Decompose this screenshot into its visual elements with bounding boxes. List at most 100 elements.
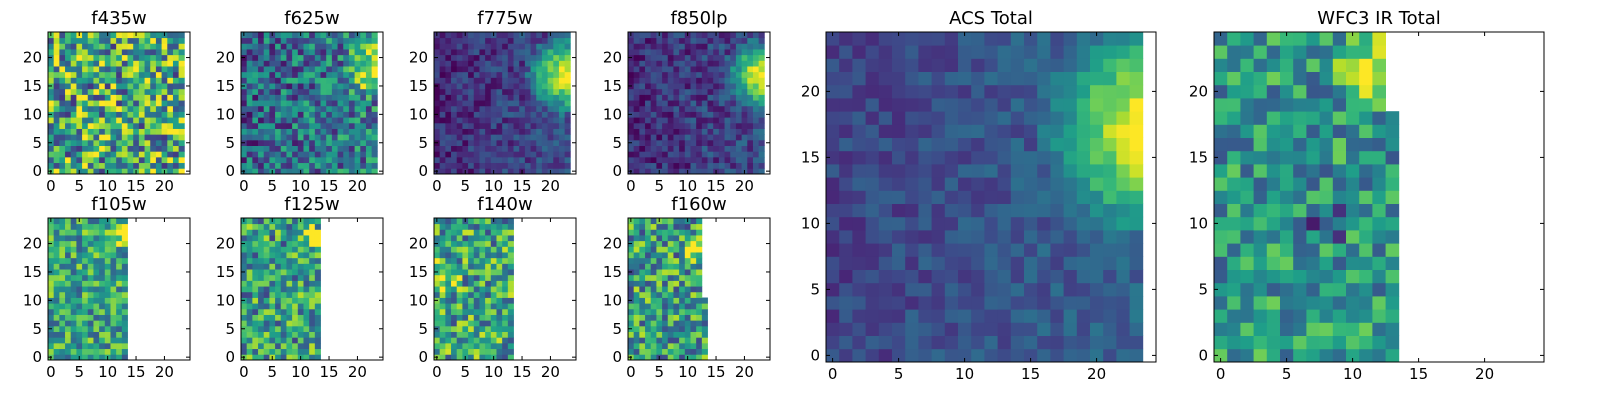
heatmap-cell [707,151,714,158]
heatmap-cell [507,240,514,247]
heatmap-cell [297,297,304,304]
heatmap-cell [1293,269,1307,284]
heatmap-cell [1332,335,1347,350]
heatmap-cell [1116,164,1130,178]
heatmap-cell [263,111,270,118]
heatmap-cell [155,122,162,129]
heatmap-cell [456,66,463,73]
heatmap-cell [53,134,60,141]
heatmap-cell [633,291,640,298]
heatmap-cell [53,280,60,287]
heatmap-cell [735,151,742,158]
heatmap-cell [93,314,100,321]
heatmap-cell [110,348,117,355]
heatmap-cell [1076,230,1091,244]
heatmap-cell [1024,32,1038,46]
heatmap-cell [320,151,327,158]
heatmap-cell [434,229,441,236]
heatmap-cell [99,49,106,56]
heatmap-cell [645,60,652,67]
heatmap-cell [70,280,77,287]
heatmap-cell [905,164,919,178]
heatmap-cell [701,297,708,304]
heatmap-cell [76,240,83,247]
heatmap-cell [155,162,162,169]
heatmap-cell [167,122,174,129]
heatmap-cell [76,235,83,242]
heatmap-cell [1253,243,1268,257]
heatmap-cell [724,37,731,44]
heatmap-cell [633,32,640,39]
heatmap-cell [269,303,276,310]
heatmap-cell [241,156,248,164]
heatmap-cell [473,240,480,247]
heatmap-cell [724,88,731,95]
heatmap-cell [258,151,265,158]
heatmap-cell [1076,137,1091,152]
heatmap-cell [76,60,83,67]
heatmap-cell [730,105,737,112]
heatmap-cell [1319,203,1334,218]
heatmap-cell [1063,243,1078,257]
heatmap-cell [479,297,486,304]
heatmap-cell [116,252,123,259]
heatmap-cell [944,296,959,310]
heatmap-cell [445,37,452,44]
heatmap-cell [314,105,321,112]
heatmap-cell [309,337,316,344]
heatmap-cell [696,139,703,146]
heatmap-cell [752,32,760,39]
heatmap-cell [246,83,253,90]
heatmap-cell [971,98,985,112]
heatmap-cell [439,145,446,152]
heatmap-cell [263,168,270,175]
heatmap-cell [292,122,299,129]
heatmap-cell [752,43,760,50]
heatmap-cell [252,88,259,95]
heatmap-cell [485,331,492,338]
heatmap-cell [730,60,737,67]
heatmap-cell [456,162,463,169]
heatmap-cell [1037,190,1051,204]
heatmap-cell [434,235,441,242]
heatmap-cell [547,43,554,50]
heatmap-cell [246,218,253,225]
heatmap-cell [479,128,486,135]
heatmap-cell [662,218,669,225]
heatmap-cell [684,235,691,242]
heatmap-cell [360,77,367,84]
heatmap-cell [263,229,270,236]
heatmap-cell [468,314,475,321]
heatmap-cell [1076,164,1091,178]
heatmap-cell [1116,269,1130,284]
heatmap-cell [724,49,731,56]
heatmap-cell [553,71,560,78]
heatmap-cell [59,252,66,259]
heatmap-cell [645,71,652,78]
heatmap-cell [696,88,703,95]
heatmap-cell [280,54,287,61]
heatmap-cell [931,137,946,152]
heatmap-cell [456,246,463,253]
heatmap-cell [76,342,83,350]
heatmap-cell [490,145,497,152]
heatmap-cell [852,84,866,99]
heatmap-cell [536,100,543,107]
heatmap-cell [905,137,919,152]
heatmap-cell [479,308,486,315]
heatmap-cell [252,145,259,152]
heatmap-cell [280,235,287,242]
heatmap-cell [456,240,463,247]
heatmap-cell [65,60,72,67]
heatmap-cell [730,111,737,118]
heatmap-cell [365,145,373,152]
heatmap-cell [1063,84,1078,99]
heatmap-cell [263,156,270,164]
heatmap-cell [679,223,686,230]
heatmap-cell [564,139,571,146]
y-tick-label: 10 [23,291,42,309]
heatmap-cell [1266,322,1281,336]
heatmap-cell [127,60,134,67]
heatmap-cell [1103,282,1117,297]
heatmap-cell [252,297,259,304]
